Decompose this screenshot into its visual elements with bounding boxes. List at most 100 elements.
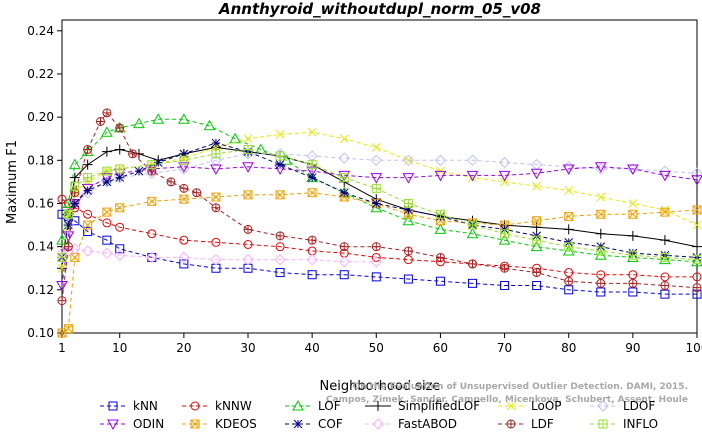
data-point-kdeos [660, 207, 670, 217]
data-point-loop [371, 143, 381, 152]
data-point-ldof [498, 156, 511, 169]
data-point-ldf [372, 242, 381, 251]
data-point-loop [628, 199, 638, 208]
data-point-knnw [275, 242, 285, 252]
data-point-cof [211, 138, 221, 148]
data-point-kdeos [628, 209, 638, 219]
data-point-knnw [57, 194, 67, 204]
data-point-knn [403, 274, 413, 284]
data-point-inflo [660, 253, 669, 262]
y-axis: 0.10 0.12 0.14 0.16 0.18 0.20 0.22 0.24 [27, 24, 63, 340]
data-point-lof [133, 117, 145, 129]
data-point-ldf [102, 108, 111, 117]
legend-item-odin: ODIN [100, 417, 164, 431]
legend-label-knn: kNN [133, 399, 158, 413]
data-point-odin [210, 164, 222, 175]
legend-label-fastabod: FastABOD [398, 417, 457, 431]
data-point-kdeos [564, 211, 574, 221]
data-point-loop [500, 177, 509, 187]
series-line-ldof [61, 153, 698, 258]
data-point-knn [83, 227, 93, 237]
y-axis-label: Maximum F1 [5, 140, 20, 224]
x-tick-label: 10 [112, 341, 127, 355]
data-point-kdeos [243, 190, 253, 200]
legend-marker-kdeos [190, 419, 200, 429]
y-tick-label: 0.20 [27, 110, 54, 124]
data-point-simplifiedlof [82, 159, 93, 170]
data-point-kdeos [692, 205, 702, 215]
data-point-loop [532, 181, 541, 191]
data-point-fastabod [306, 253, 318, 266]
data-point-ldf [340, 242, 349, 251]
data-point-knnw [692, 272, 702, 282]
legend-marker-loop [506, 401, 516, 411]
data-point-knnw [83, 209, 93, 219]
legend-marker-inflo [599, 420, 607, 428]
data-point-ldf [564, 277, 573, 286]
data-point-loop [660, 205, 670, 215]
data-point-knnw [115, 222, 125, 232]
data-point-lof [498, 234, 511, 245]
data-point-kdeos [211, 192, 221, 202]
data-point-inflo [693, 255, 701, 264]
legend-item-kdeos: KDEOS [182, 417, 257, 431]
data-point-kdeos [115, 203, 125, 213]
data-point-loop [339, 134, 349, 144]
data-point-kdeos [500, 220, 509, 230]
data-point-inflo [436, 210, 445, 219]
data-point-ldof [466, 154, 479, 167]
data-point-inflo [532, 236, 541, 245]
data-point-cof [115, 173, 125, 182]
data-point-ldof [434, 154, 447, 167]
x-tick-label: 100 [686, 341, 702, 355]
data-point-ldf [308, 236, 317, 245]
data-point-knnw [596, 270, 606, 280]
data-point-fastabod [210, 253, 222, 266]
data-point-inflo [70, 182, 79, 191]
data-point-kdeos [64, 324, 73, 334]
data-point-odin [338, 170, 351, 182]
data-point-kdeos [275, 190, 285, 200]
legend-marker-odin [107, 419, 119, 431]
legend-item-knnw: kNNW [182, 399, 252, 413]
series-odin [56, 162, 702, 292]
data-point-ldof [101, 176, 113, 188]
data-point-inflo [596, 246, 605, 255]
data-point-kdeos [532, 216, 541, 226]
data-point-loop [243, 134, 253, 144]
data-point-lof [434, 223, 447, 234]
data-point-odin [594, 162, 607, 173]
data-point-kdeos [211, 192, 221, 202]
data-point-inflo [211, 149, 220, 158]
legend-label-odin: ODIN [133, 417, 164, 431]
data-point-knn [596, 287, 606, 297]
legend-label-loop: LoOP [531, 399, 562, 413]
data-point-inflo [500, 229, 509, 238]
data-point-inflo [58, 253, 66, 262]
data-point-kdeos [63, 324, 73, 334]
data-point-knn [307, 270, 317, 280]
data-point-inflo [340, 173, 349, 182]
legend-item-cof: COF [285, 417, 343, 431]
y-tick-label: 0.24 [27, 24, 54, 38]
data-point-odin [434, 170, 447, 182]
y-tick-label: 0.22 [27, 67, 54, 81]
legend-label-knnw: kNNW [215, 399, 252, 413]
data-point-knnw [564, 268, 574, 278]
data-point-cof [179, 149, 189, 159]
y-tick-label: 0.14 [27, 240, 54, 254]
data-point-cof [339, 188, 349, 198]
data-point-odin [498, 170, 511, 182]
legend-marker-ldf [507, 420, 515, 428]
data-point-lof [691, 255, 702, 267]
data-point-kdeos [532, 216, 542, 226]
y-tick-label: 0.10 [27, 326, 54, 340]
data-point-knnw [179, 235, 189, 245]
data-point-ldf [628, 279, 637, 288]
data-point-knnw [147, 229, 157, 239]
data-point-ldf [500, 264, 509, 273]
data-point-ldf [660, 281, 669, 290]
data-point-lof [203, 119, 216, 131]
legend-item-simplifiedlof: SimplifiedLOF [365, 399, 480, 413]
data-point-lof [81, 145, 94, 157]
